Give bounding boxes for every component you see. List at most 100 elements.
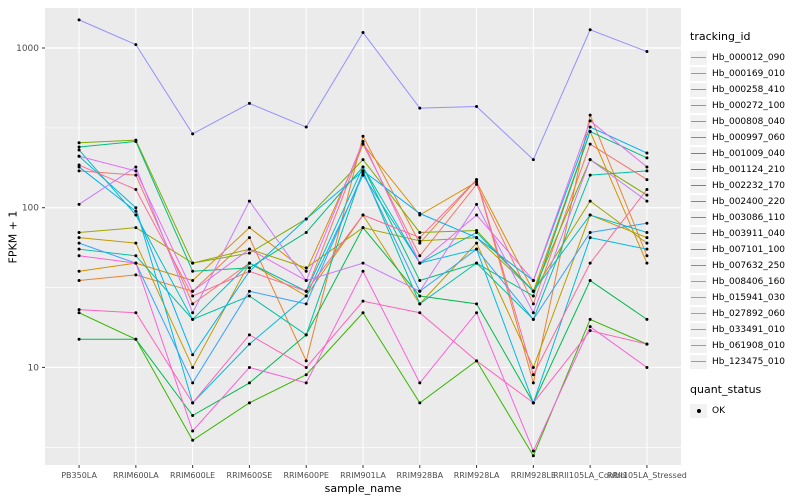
legend-items-tracking-id: Hb_000012_090 Hb_000169_010 Hb_000258_410 H… <box>690 50 798 370</box>
data-point <box>645 317 649 321</box>
data-point <box>418 106 422 110</box>
data-point <box>304 269 308 273</box>
data-point <box>588 199 592 203</box>
data-point <box>588 125 592 129</box>
data-point <box>304 125 308 129</box>
legend-key <box>690 163 707 177</box>
data-point <box>191 353 195 357</box>
data-point <box>134 188 138 192</box>
data-point <box>418 279 422 283</box>
legend-item-label: Hb_015941_030 <box>712 293 786 303</box>
legend-key <box>690 115 707 129</box>
data-point <box>304 359 308 363</box>
data-point <box>475 182 479 186</box>
data-point <box>645 342 649 346</box>
legend-item: Hb_000012_090 <box>690 50 798 66</box>
data-point <box>77 247 81 251</box>
data-point <box>247 236 251 240</box>
data-point <box>247 261 251 265</box>
data-point <box>531 294 535 298</box>
legend-item: Hb_000169_010 <box>690 66 798 82</box>
data-point <box>475 105 479 109</box>
y-tick-label: 1000 <box>16 44 39 54</box>
legend: tracking_id Hb_000012_090 Hb_000169_010 Hb… <box>690 30 798 419</box>
legend-item-label: Hb_001124_210 <box>712 165 786 175</box>
data-point <box>77 148 81 152</box>
legend-key <box>690 51 707 65</box>
data-point <box>645 151 649 155</box>
x-tick-label: RRIM600LA <box>113 471 159 480</box>
data-point <box>77 279 81 283</box>
x-tick-label: RRIM600LE <box>170 471 215 480</box>
data-point <box>645 247 649 251</box>
series-line-icon <box>691 57 706 58</box>
data-point <box>134 273 138 277</box>
data-point <box>418 212 422 216</box>
data-point <box>418 289 422 293</box>
legend-key <box>690 179 707 193</box>
data-point <box>247 199 251 203</box>
legend-item-label: Hb_123475_010 <box>712 357 786 367</box>
data-point <box>361 311 365 315</box>
data-point <box>361 171 365 175</box>
data-point <box>134 206 138 210</box>
series-line-icon <box>691 345 706 346</box>
data-point <box>247 266 251 270</box>
series-line-icon <box>691 153 706 154</box>
data-point <box>475 178 479 182</box>
series-line-icon <box>691 185 706 186</box>
data-point <box>247 251 251 255</box>
legend-item-label: Hb_061908_010 <box>712 341 786 351</box>
data-point <box>531 454 535 458</box>
legend-key <box>690 339 707 353</box>
legend-key <box>690 259 707 273</box>
data-point <box>134 165 138 169</box>
data-point <box>77 141 81 145</box>
x-tick-label: PB350LA <box>61 471 97 480</box>
data-point <box>191 401 195 405</box>
legend-key <box>690 211 707 225</box>
data-point <box>645 165 649 169</box>
data-point <box>304 289 308 293</box>
data-point <box>418 236 422 240</box>
data-point <box>191 269 195 273</box>
data-point <box>304 365 308 369</box>
legend-key <box>690 227 707 241</box>
series-line-icon <box>691 217 706 218</box>
quant-ok-key <box>690 404 707 418</box>
legend-item: Hb_002400_220 <box>690 194 798 210</box>
legend-key <box>690 131 707 145</box>
data-point <box>588 230 592 234</box>
data-point <box>531 317 535 321</box>
y-axis-title: FPKM + 1 <box>6 210 20 264</box>
legend-key <box>690 355 707 369</box>
legend-item: Hb_003911_040 <box>690 226 798 242</box>
data-point <box>77 308 81 312</box>
legend-title-quant-status: quant_status <box>690 383 762 396</box>
series-line-icon <box>691 265 706 266</box>
data-point <box>361 173 365 177</box>
data-point <box>645 169 649 173</box>
data-point <box>588 113 592 117</box>
data-point <box>418 381 422 385</box>
legend-item-label: Hb_033491_010 <box>712 325 786 335</box>
legend-item: Hb_123475_010 <box>690 354 798 370</box>
legend-key <box>690 99 707 113</box>
data-point <box>588 329 592 333</box>
data-point <box>247 289 251 293</box>
data-point <box>247 401 251 405</box>
data-point <box>304 266 308 270</box>
data-point <box>588 213 592 217</box>
data-point <box>531 365 535 369</box>
data-point <box>418 241 422 245</box>
series-line-icon <box>691 281 706 282</box>
data-point <box>588 279 592 283</box>
data-point <box>475 241 479 245</box>
data-point <box>531 289 535 293</box>
legend-item-label: Hb_007632_250 <box>712 261 786 271</box>
data-point <box>361 158 365 162</box>
x-tick-label: RRII105LA_Control <box>553 471 627 480</box>
data-point <box>304 373 308 377</box>
